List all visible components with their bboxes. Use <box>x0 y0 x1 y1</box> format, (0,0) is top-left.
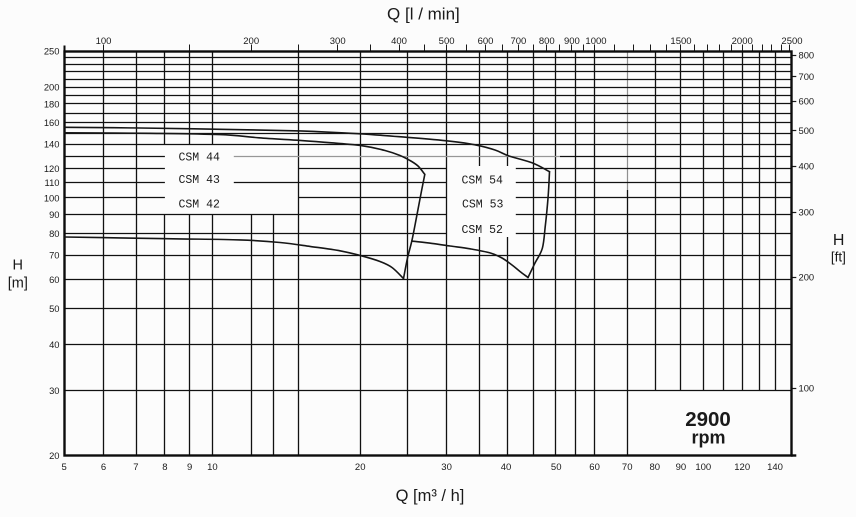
svg-text:H: H <box>833 232 845 249</box>
svg-text:800: 800 <box>799 50 815 61</box>
svg-text:80: 80 <box>650 462 661 473</box>
svg-text:CSM 52: CSM 52 <box>462 224 504 237</box>
svg-text:20: 20 <box>355 462 366 473</box>
svg-text:[m]: [m] <box>8 276 28 292</box>
svg-text:8: 8 <box>162 462 167 473</box>
svg-text:9: 9 <box>187 462 192 473</box>
svg-text:80: 80 <box>49 228 59 239</box>
svg-text:100: 100 <box>96 36 112 47</box>
svg-text:CSM 44: CSM 44 <box>179 151 221 164</box>
svg-text:100: 100 <box>799 382 815 393</box>
svg-text:rpm: rpm <box>691 428 725 448</box>
svg-text:30: 30 <box>441 462 452 473</box>
svg-text:H: H <box>13 258 23 274</box>
svg-text:90: 90 <box>49 209 59 220</box>
svg-text:[ft]: [ft] <box>831 250 846 265</box>
svg-text:CSM 42: CSM 42 <box>179 198 221 211</box>
svg-text:CSM 53: CSM 53 <box>462 198 504 211</box>
svg-text:90: 90 <box>676 462 687 473</box>
svg-text:40: 40 <box>49 339 59 350</box>
svg-text:140: 140 <box>767 462 783 473</box>
svg-text:2500: 2500 <box>781 36 802 47</box>
svg-text:70: 70 <box>49 249 59 260</box>
svg-text:700: 700 <box>799 71 815 82</box>
svg-text:6: 6 <box>101 462 106 473</box>
svg-text:2000: 2000 <box>732 36 753 47</box>
svg-text:7: 7 <box>133 462 138 473</box>
svg-text:400: 400 <box>391 36 407 47</box>
svg-text:1500: 1500 <box>670 36 691 47</box>
svg-text:800: 800 <box>539 36 555 47</box>
svg-text:30: 30 <box>49 385 59 396</box>
svg-text:70: 70 <box>622 462 633 473</box>
svg-text:600: 600 <box>478 36 494 47</box>
svg-text:120: 120 <box>44 163 60 174</box>
svg-text:140: 140 <box>44 139 60 150</box>
svg-text:2900: 2900 <box>685 408 731 431</box>
svg-text:900: 900 <box>564 36 580 47</box>
svg-text:40: 40 <box>501 462 512 473</box>
svg-text:200: 200 <box>44 81 60 92</box>
svg-text:500: 500 <box>439 36 455 47</box>
svg-text:5: 5 <box>62 462 67 473</box>
svg-text:Q [m³ / h]: Q [m³ / h] <box>396 487 465 505</box>
svg-text:200: 200 <box>243 36 259 47</box>
svg-text:300: 300 <box>330 36 346 47</box>
svg-text:100: 100 <box>695 462 711 473</box>
svg-text:500: 500 <box>799 125 815 136</box>
svg-text:60: 60 <box>589 462 600 473</box>
svg-text:CSM 54: CSM 54 <box>462 175 504 188</box>
svg-text:600: 600 <box>799 96 815 107</box>
svg-text:CSM 43: CSM 43 <box>179 174 221 187</box>
svg-text:50: 50 <box>49 303 59 314</box>
svg-text:120: 120 <box>734 462 750 473</box>
svg-text:100: 100 <box>44 192 60 203</box>
svg-text:1000: 1000 <box>585 36 606 47</box>
svg-text:250: 250 <box>44 46 60 57</box>
svg-text:50: 50 <box>551 462 562 473</box>
svg-text:10: 10 <box>207 462 218 473</box>
svg-text:180: 180 <box>44 98 60 109</box>
svg-text:110: 110 <box>45 177 60 188</box>
svg-text:300: 300 <box>799 207 815 218</box>
svg-text:700: 700 <box>510 36 526 47</box>
svg-text:60: 60 <box>49 274 59 285</box>
svg-text:Q [l / min]: Q [l / min] <box>387 5 460 24</box>
svg-text:200: 200 <box>799 272 815 283</box>
svg-text:400: 400 <box>799 161 815 172</box>
svg-text:20: 20 <box>49 450 59 461</box>
svg-text:160: 160 <box>44 117 60 128</box>
